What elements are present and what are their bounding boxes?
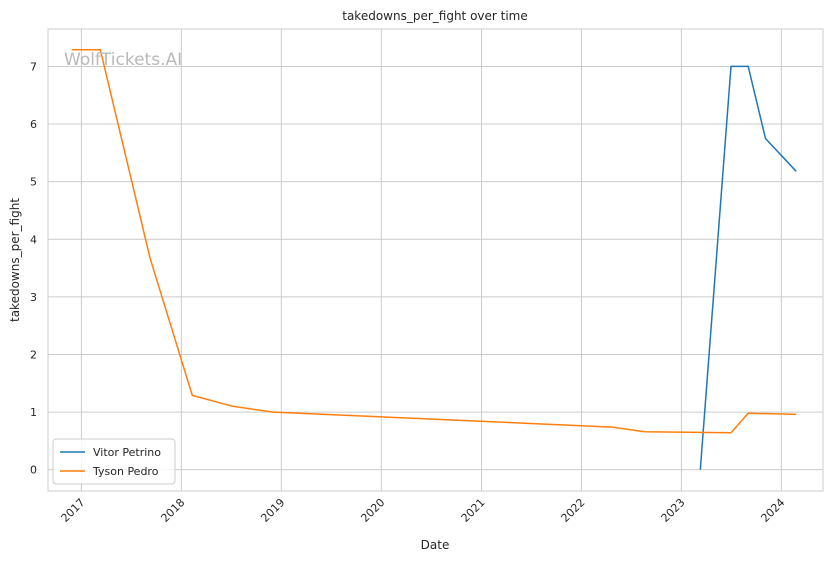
legend: Vitor Petrino Tyson Pedro	[52, 438, 176, 485]
y-tick-label: 0	[30, 464, 37, 477]
x-tick-label: 2023	[659, 496, 688, 525]
y-tick-label: 7	[30, 60, 37, 73]
y-tick-label: 4	[30, 233, 37, 246]
legend-label-vitor-petrino: Vitor Petrino	[93, 446, 161, 459]
x-tick-label: 2022	[559, 496, 588, 525]
x-tick-label: 2017	[59, 496, 88, 525]
y-tick-labels: 0 1 2 3 4 5 6 7	[30, 60, 37, 476]
x-tick-label: 2019	[258, 496, 287, 525]
plot-area	[48, 29, 823, 491]
x-tick-label: 2021	[459, 496, 488, 525]
x-tick-label: 2024	[759, 496, 788, 525]
y-axis-label: takedowns_per_fight	[8, 198, 22, 322]
series-lines	[71, 48, 797, 470]
series-line-tyson-pedro	[71, 48, 797, 434]
grid-lines	[48, 29, 823, 491]
plot-frame	[47, 28, 824, 492]
y-tick-label: 1	[30, 406, 37, 419]
watermark: WolfTickets.AI	[64, 50, 182, 70]
legend-box	[52, 438, 176, 485]
legend-label-tyson-pedro: Tyson Pedro	[92, 465, 159, 478]
series-line-vitor-petrino	[699, 65, 797, 470]
chart-title: takedowns_per_fight over time	[342, 9, 528, 23]
x-axis-label: Date	[421, 538, 450, 552]
y-tick-label: 3	[30, 291, 37, 304]
x-tick-labels: 2017 2018 2019 2020 2021 2022 2023 2024	[59, 496, 788, 525]
y-tick-label: 2	[30, 348, 37, 361]
y-tick-label: 5	[30, 176, 37, 189]
x-tick-label: 2020	[358, 496, 387, 525]
y-tick-label: 6	[30, 118, 37, 131]
x-tick-label: 2018	[158, 496, 187, 525]
